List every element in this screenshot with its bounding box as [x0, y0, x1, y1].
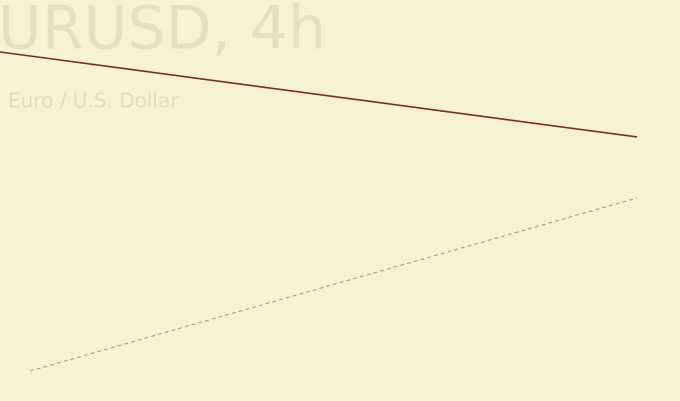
watermark: EURUSD, 4h: [0, 0, 326, 64]
trend-line: [29, 197, 638, 372]
trend-line: [0, 51, 638, 138]
price-axis: [637, 0, 680, 401]
watermark-subtitle: Euro / U.S. Dollar: [8, 89, 179, 113]
